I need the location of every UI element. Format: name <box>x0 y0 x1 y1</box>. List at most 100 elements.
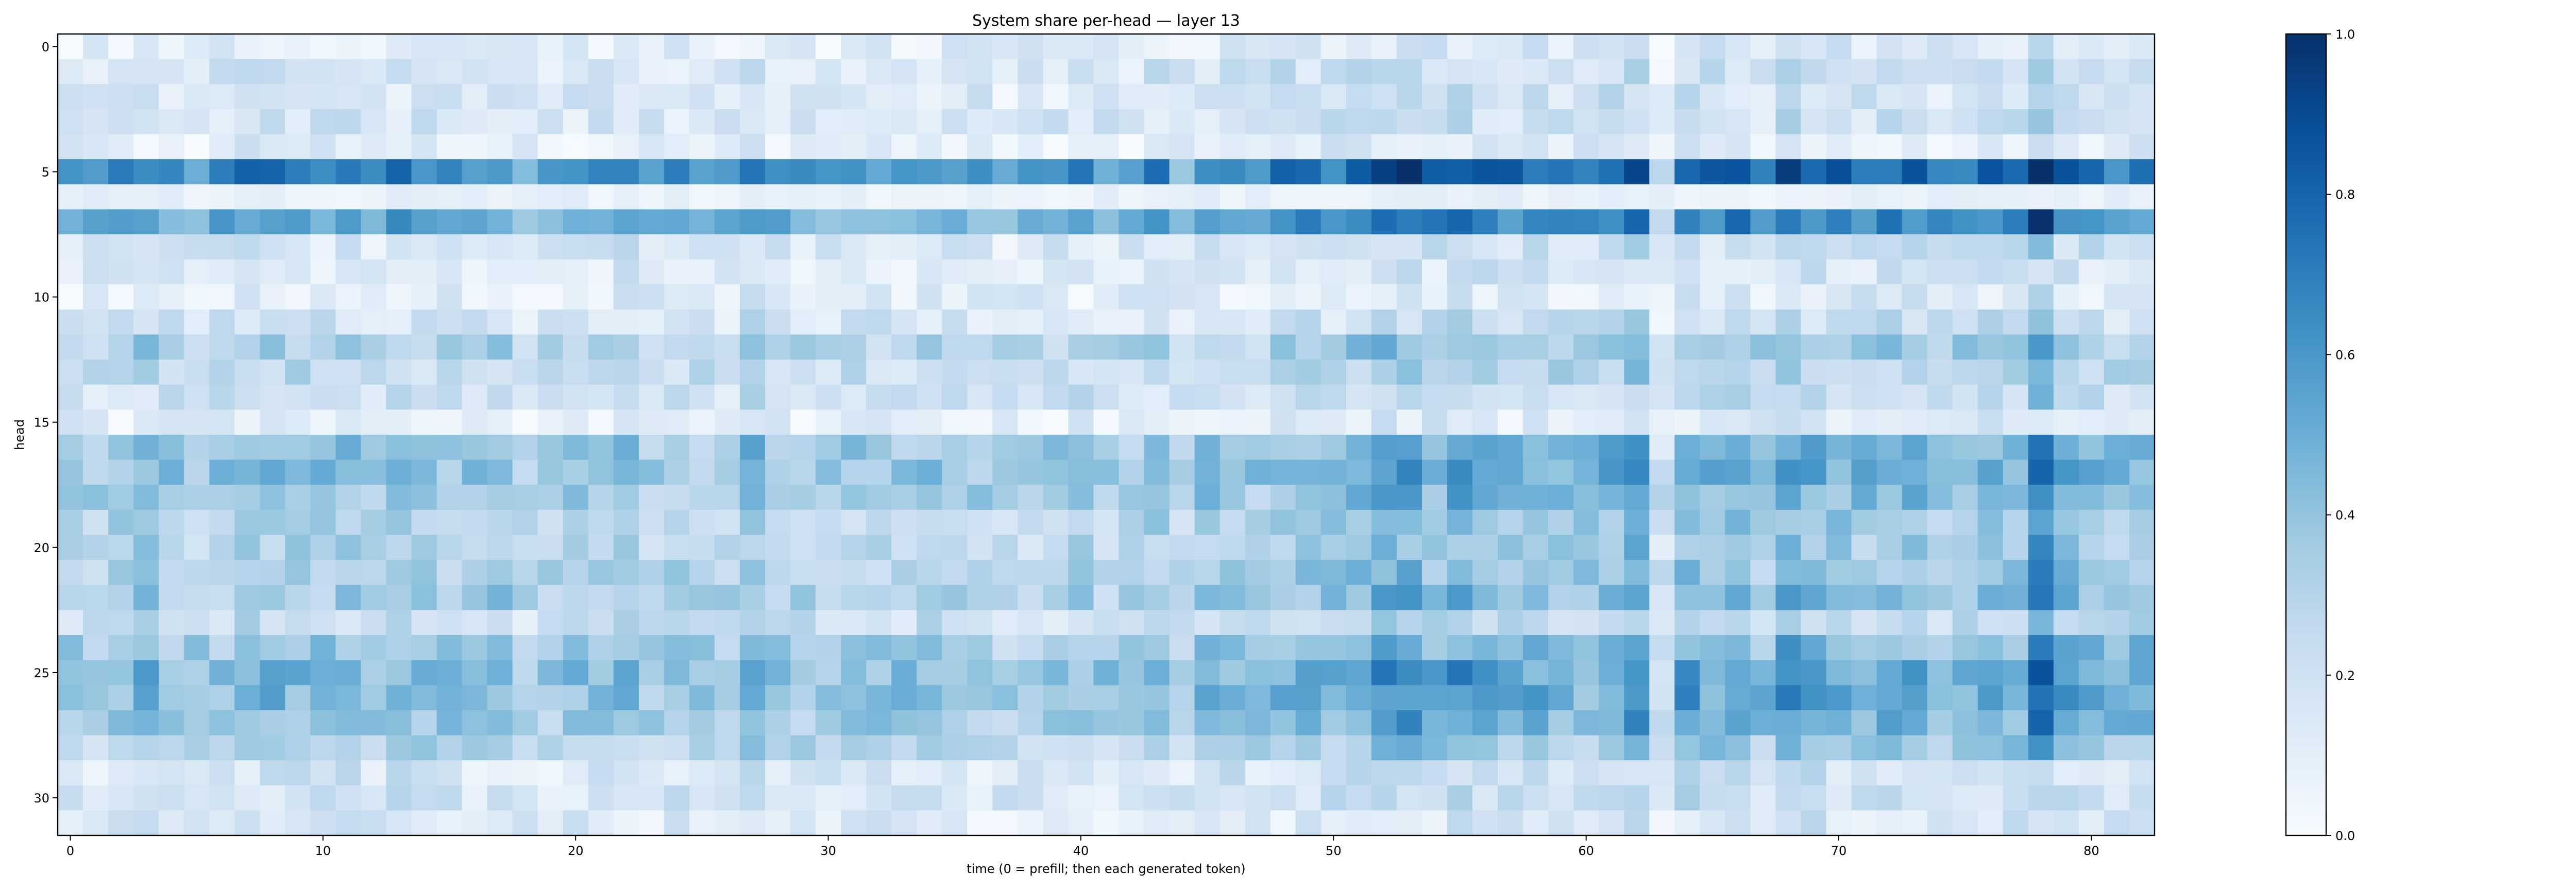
heatmap-cell <box>1523 384 1549 410</box>
heatmap-cell <box>1851 760 1877 786</box>
heatmap-cell <box>537 209 564 235</box>
heatmap-cell <box>2003 485 2029 510</box>
heatmap-cell <box>260 560 285 586</box>
heatmap-cell <box>1068 184 1094 210</box>
heatmap-cell <box>1902 635 1928 661</box>
heatmap-cell <box>866 259 892 285</box>
heatmap-cell <box>133 259 159 285</box>
heatmap-cell <box>1876 234 1903 260</box>
heatmap-cell <box>1876 309 1903 335</box>
heatmap-cell <box>816 384 841 410</box>
heatmap-cell <box>1624 685 1650 711</box>
heatmap-cell <box>487 560 513 586</box>
heatmap-cell <box>1725 184 1751 210</box>
heatmap-cell <box>411 384 437 410</box>
heatmap-cell <box>1876 785 1903 811</box>
heatmap-cell <box>1624 635 1650 661</box>
heatmap-cell <box>1674 34 1700 60</box>
heatmap-cell <box>209 685 235 711</box>
heatmap-cell <box>1068 384 1094 410</box>
heatmap-cell <box>765 259 791 285</box>
heatmap-cell <box>1068 509 1094 536</box>
heatmap-cell <box>184 610 210 636</box>
heatmap-cell <box>1219 485 1246 510</box>
heatmap-cell <box>2053 635 2079 661</box>
heatmap-cell <box>739 585 766 610</box>
heatmap-cell <box>790 585 816 610</box>
heatmap-cell <box>1775 34 1802 60</box>
heatmap-cell <box>1876 560 1903 586</box>
heatmap-cell <box>1750 34 1776 60</box>
heatmap-cell <box>1043 635 1069 661</box>
heatmap-cell <box>1927 685 1953 711</box>
heatmap-cell <box>2078 710 2105 736</box>
heatmap-cell <box>1624 159 1650 185</box>
heatmap-cell <box>613 409 639 435</box>
heatmap-cell <box>2104 59 2130 84</box>
heatmap-cell <box>1144 209 1170 235</box>
heatmap-cell <box>563 685 589 711</box>
heatmap-cell <box>1523 109 1549 135</box>
heatmap-cell <box>613 535 639 560</box>
heatmap-cell <box>1270 159 1296 185</box>
heatmap-cell <box>83 660 109 686</box>
heatmap-cell <box>1927 34 1953 60</box>
heatmap-cell <box>992 184 1018 210</box>
heatmap-cell <box>2078 459 2105 485</box>
heatmap-cell <box>2003 360 2029 385</box>
heatmap-cell <box>1320 459 1347 485</box>
heatmap-cell <box>1826 209 1852 235</box>
heatmap-cell <box>1801 334 1827 360</box>
heatmap-cell <box>1068 284 1094 310</box>
heatmap-cell <box>1295 710 1321 736</box>
heatmap-cell <box>285 34 311 60</box>
heatmap-cell <box>1043 284 1069 310</box>
heatmap-cell <box>1346 435 1372 460</box>
heatmap-cell <box>664 435 690 460</box>
heatmap-cell <box>2129 384 2155 410</box>
heatmap-cell <box>1649 184 1675 210</box>
heatmap-cell <box>1775 134 1802 160</box>
heatmap-cell <box>1624 785 1650 811</box>
heatmap-cell <box>260 785 285 811</box>
heatmap-cell <box>714 535 740 560</box>
heatmap-cell <box>1498 660 1523 686</box>
heatmap-cell <box>83 735 109 761</box>
heatmap-cell <box>209 435 235 460</box>
heatmap-cell <box>942 334 968 360</box>
heatmap-cell <box>537 409 564 435</box>
heatmap-cell <box>462 585 488 610</box>
heatmap-cell <box>1320 485 1347 510</box>
heatmap-cell <box>1927 134 1953 160</box>
heatmap-cell <box>108 84 134 110</box>
heatmap-cell <box>462 360 488 385</box>
heatmap-cell <box>1320 34 1347 60</box>
heatmap-cell <box>891 585 917 610</box>
heatmap-cell <box>1295 259 1321 285</box>
heatmap-cell <box>2104 334 2130 360</box>
heatmap-cell <box>1043 785 1069 811</box>
heatmap-cell <box>638 184 665 210</box>
heatmap-cell <box>1801 309 1827 335</box>
heatmap-cell <box>1169 34 1195 60</box>
heatmap-cell <box>816 284 841 310</box>
heatmap-cell <box>1018 259 1044 285</box>
heatmap-cell <box>1447 284 1473 310</box>
heatmap-cell <box>1775 360 1802 385</box>
heatmap-cell <box>866 560 892 586</box>
heatmap-cell <box>1295 535 1321 560</box>
heatmap-cell <box>1270 610 1296 636</box>
heatmap-cell <box>664 660 690 686</box>
heatmap-cell <box>1876 635 1903 661</box>
heatmap-cell <box>1977 284 2004 310</box>
heatmap-cell <box>1421 234 1448 260</box>
heatmap-cell <box>1750 735 1776 761</box>
heatmap-cell <box>613 810 639 836</box>
heatmap-cell <box>1876 485 1903 510</box>
heatmap-cell <box>1624 84 1650 110</box>
heatmap-cell <box>790 735 816 761</box>
heatmap-cell <box>765 334 791 360</box>
heatmap-cell <box>1952 459 1978 485</box>
heatmap-cell <box>1018 59 1044 84</box>
heatmap-cell <box>1750 459 1776 485</box>
